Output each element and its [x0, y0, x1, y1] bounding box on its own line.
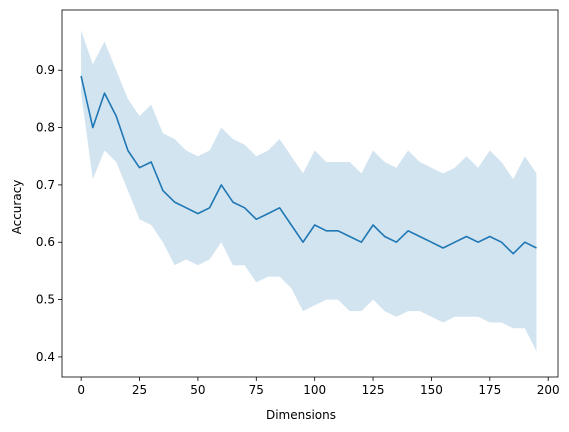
- x-tick-label: 175: [478, 383, 501, 397]
- x-tick-label: 50: [190, 383, 205, 397]
- plot-frame: [61, 9, 559, 378]
- x-tick-label: 0: [77, 383, 85, 397]
- series-line: [80, 75, 537, 255]
- y-axis-label: Accuracy: [10, 180, 24, 235]
- y-tick-label: 0.8: [36, 121, 55, 135]
- y-tick-label: 0.5: [36, 293, 55, 307]
- x-tick-label: 200: [537, 383, 560, 397]
- y-tick-label: 0.4: [36, 350, 55, 364]
- y-tick-label: 0.6: [36, 235, 55, 249]
- x-axis-label: Dimensions: [266, 408, 336, 422]
- y-tick-label: 0.9: [36, 63, 55, 77]
- x-tick-label: 100: [303, 383, 326, 397]
- axes: 0 25 50 75 100 125 150 175 200 0.4 0.5 0.6 0.7 0.8 0.9: [36, 9, 560, 397]
- plot-area: [80, 30, 537, 352]
- confidence-band: [81, 30, 537, 352]
- y-tick-label: 0.7: [36, 178, 55, 192]
- x-tick-label: 125: [362, 383, 385, 397]
- x-tick-label: 75: [249, 383, 264, 397]
- x-tick-label: 150: [420, 383, 443, 397]
- x-tick-label: 25: [132, 383, 147, 397]
